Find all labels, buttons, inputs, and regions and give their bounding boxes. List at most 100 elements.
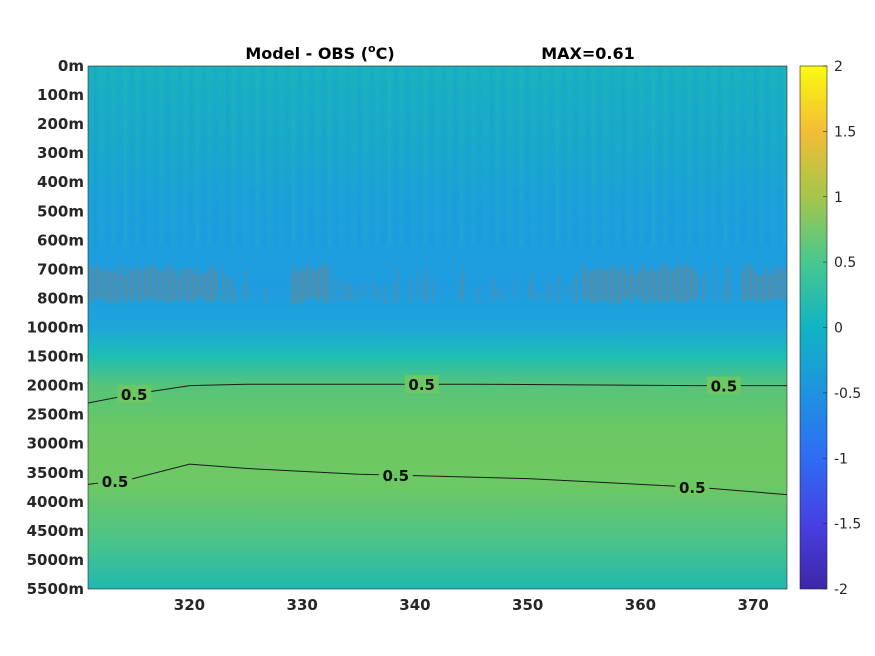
stripe	[688, 66, 691, 247]
stripe	[94, 66, 97, 247]
y-tick-label: 400m	[37, 173, 84, 191]
contour-label-bg	[706, 376, 741, 395]
stripe	[268, 66, 271, 247]
stripe	[292, 66, 295, 247]
y-tick-label: 600m	[37, 231, 84, 249]
stripe	[196, 66, 199, 247]
stripe	[202, 66, 205, 247]
stripe	[382, 66, 385, 247]
stripe	[526, 66, 529, 247]
stripe	[130, 66, 133, 247]
stripe	[352, 66, 355, 247]
stripe	[508, 66, 511, 247]
stripe	[580, 66, 583, 247]
stripe	[658, 66, 661, 247]
stripe	[190, 66, 193, 247]
stripe	[712, 66, 715, 247]
stripe	[622, 66, 625, 247]
colorbar-tick-label: -1.5	[834, 517, 861, 533]
y-tick-label: 1500m	[27, 348, 84, 366]
contour-label: 0.5	[711, 378, 738, 396]
y-tick-label: 800m	[37, 289, 84, 307]
stripe	[634, 66, 637, 247]
x-tick-label: 360	[625, 596, 656, 614]
colorbar-tick-label: -0.5	[834, 386, 861, 402]
plot-area	[88, 66, 787, 589]
stripe	[586, 66, 589, 247]
stripe	[172, 66, 175, 247]
stripe	[664, 66, 667, 247]
stripe	[334, 66, 337, 247]
noise-band	[88, 263, 785, 305]
stripe	[388, 66, 391, 247]
upper-ocean-stripes	[88, 66, 787, 247]
colorbar-tick-label: -2	[834, 582, 848, 598]
y-tick-label: 200m	[37, 115, 84, 133]
y-tick-label: 4000m	[27, 493, 84, 511]
stripe	[766, 66, 769, 247]
stripe	[490, 66, 493, 247]
contour-labels: 0.5 0.5 0.5 0.5 0.5 0.5	[98, 375, 741, 497]
stripe	[514, 66, 517, 247]
colorbar-tick-label: 0.5	[834, 255, 856, 271]
contour-label-bg	[117, 385, 152, 404]
stripe	[544, 66, 547, 247]
stripe	[316, 66, 319, 247]
stripe	[274, 66, 277, 247]
y-tick-label: 500m	[37, 202, 84, 220]
contour-label: 0.5	[382, 467, 409, 485]
stripe	[574, 66, 577, 247]
stripe	[652, 66, 655, 247]
stripe	[478, 66, 481, 247]
y-tick-label: 2000m	[27, 377, 84, 395]
stripe	[208, 66, 211, 247]
contour-label: 0.5	[121, 386, 148, 404]
stripe	[166, 66, 169, 247]
stripe	[220, 66, 223, 247]
stripe	[610, 66, 613, 247]
x-tick-label: 320	[174, 596, 205, 614]
stripe	[256, 66, 259, 247]
stripe	[730, 66, 733, 247]
colorbar	[799, 65, 828, 590]
colorbar-tick-label: 1.5	[834, 124, 856, 140]
colorbar-tick-label: 2	[834, 59, 843, 75]
stripe	[340, 66, 343, 247]
contour-label-bg	[675, 478, 710, 497]
stripe	[160, 66, 163, 247]
stripe	[436, 66, 439, 247]
stripe	[232, 66, 235, 247]
stripe	[694, 66, 697, 247]
chart-title: Model - OBS (oC)	[245, 42, 394, 63]
stripe	[742, 66, 745, 247]
colorbar-tick-label: 0	[834, 321, 843, 337]
stripe	[502, 66, 505, 247]
stripe	[346, 66, 349, 247]
colorbar-tick-label: 1	[834, 190, 843, 206]
stripe	[412, 66, 415, 247]
stripe	[784, 66, 787, 247]
y-tick-label: 2500m	[27, 406, 84, 424]
stripe	[760, 66, 763, 247]
x-tick-label: 370	[738, 596, 769, 614]
stripe	[466, 66, 469, 247]
colorbar-tick-label: -1	[834, 451, 848, 467]
y-tick-label: 0m	[58, 57, 84, 75]
stripe	[328, 66, 331, 247]
contour-label: 0.5	[102, 473, 129, 491]
stripe	[298, 66, 301, 247]
stripe	[562, 66, 565, 247]
y-tick-label: 100m	[37, 86, 84, 104]
stripe	[700, 66, 703, 247]
stripe	[460, 66, 463, 247]
stripe	[646, 66, 649, 247]
stripe	[178, 66, 181, 247]
stripe	[724, 66, 727, 247]
contour-line	[88, 463, 787, 496]
stripe	[442, 66, 445, 247]
stripe	[238, 66, 241, 247]
stripe	[184, 66, 187, 247]
stripe	[118, 66, 121, 247]
stripe	[592, 66, 595, 247]
